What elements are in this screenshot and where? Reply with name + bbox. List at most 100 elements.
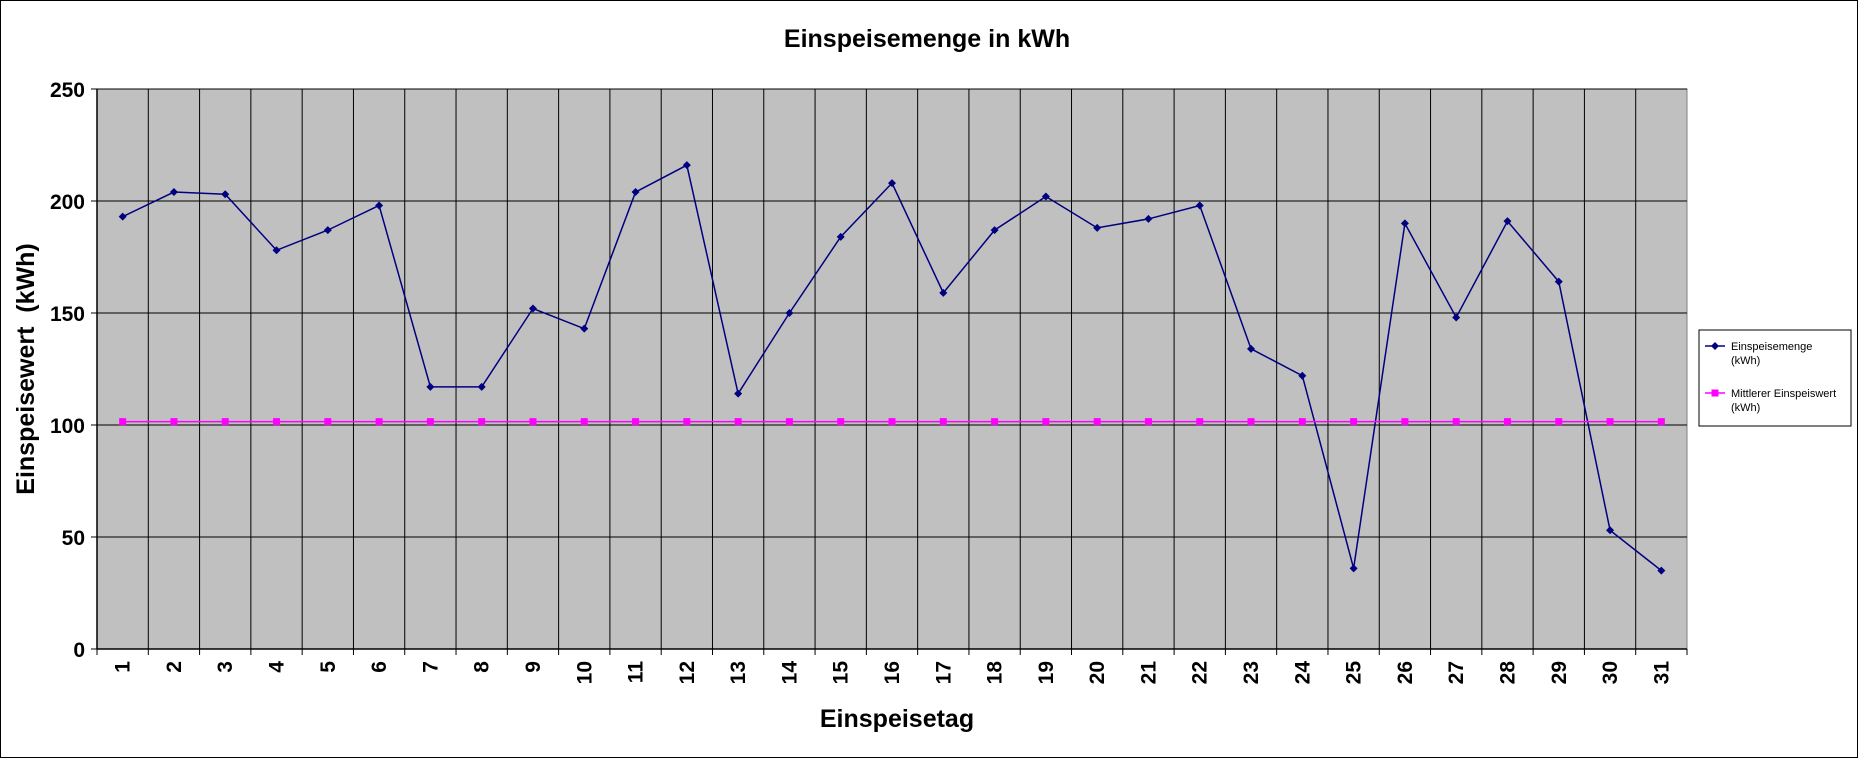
y-tick-label: 200 (50, 191, 85, 214)
x-tick-label: 24 (1291, 661, 1314, 685)
data-point-einspeisemenge (631, 188, 640, 197)
data-point-einspeisemenge (1503, 217, 1512, 226)
data-point-mittlerer (324, 418, 332, 426)
data-point-einspeisemenge (990, 226, 999, 235)
data-point-einspeisemenge (426, 382, 435, 391)
data-point-einspeisemenge (939, 288, 948, 297)
legend-label-mittlerer: Mittlerer Einspeiswert (1731, 388, 1836, 400)
data-point-mittlerer (1452, 418, 1460, 426)
data-point-mittlerer (837, 418, 845, 426)
data-point-mittlerer (683, 418, 691, 426)
data-point-einspeisemenge (272, 246, 281, 255)
data-point-einspeisemenge (1349, 564, 1358, 573)
series-layer (118, 161, 1666, 575)
data-point-mittlerer (632, 418, 640, 426)
x-tick-label: 1 (112, 661, 135, 673)
data-point-mittlerer (119, 418, 127, 426)
x-tick-label: 10 (573, 661, 596, 684)
data-point-einspeisemenge (1195, 201, 1204, 210)
x-tick-label: 14 (778, 661, 801, 685)
data-point-einspeisemenge (1093, 223, 1102, 232)
x-tick-label: 6 (368, 661, 391, 673)
x-tick-label: 12 (676, 661, 699, 684)
x-tick-label: 3 (214, 661, 237, 673)
x-tick-label: 5 (317, 661, 340, 673)
x-tick-label: 26 (1394, 661, 1417, 684)
data-point-einspeisemenge (1606, 526, 1615, 535)
legend-marker-mittlerer (1711, 389, 1719, 397)
data-point-einspeisemenge (734, 389, 743, 398)
data-point-mittlerer (991, 418, 999, 426)
x-tick-label: 13 (727, 661, 750, 684)
data-point-mittlerer (1606, 418, 1614, 426)
legend-label-einspeisemenge: Einspeisemenge (1731, 341, 1812, 353)
legend-box (1698, 329, 1852, 427)
data-point-mittlerer (1247, 418, 1255, 426)
data-point-einspeisemenge (785, 309, 794, 317)
data-point-mittlerer (1555, 418, 1563, 426)
data-point-einspeisemenge (1298, 371, 1307, 380)
data-point-einspeisemenge (323, 226, 332, 235)
x-tick-label: 27 (1445, 661, 1468, 684)
x-axis-label: Einspeisetag (820, 705, 974, 733)
data-point-mittlerer (1093, 418, 1101, 426)
data-point-einspeisemenge (221, 190, 230, 199)
y-tick-label: 0 (73, 639, 85, 662)
x-tick-label: 28 (1496, 661, 1519, 685)
data-point-einspeisemenge (375, 201, 384, 210)
legend-label-einspeisemenge-unit: (kWh) (1731, 355, 1760, 367)
data-point-mittlerer (785, 418, 793, 426)
legend: Einspeisemenge (kWh) Mittlerer Einspeisw… (1698, 329, 1852, 427)
x-tick-label: 19 (1035, 661, 1058, 684)
x-tick-label: 9 (522, 661, 545, 673)
x-tick-label: 29 (1548, 661, 1571, 684)
data-point-mittlerer (1401, 418, 1409, 426)
data-point-mittlerer (1350, 418, 1358, 426)
y-tick-label: 50 (62, 527, 85, 550)
x-tick-label: 23 (1240, 661, 1263, 684)
chart-title: Einspeisemenge in kWh (784, 25, 1070, 53)
data-point-mittlerer (1657, 418, 1665, 426)
data-point-einspeisemenge (682, 161, 691, 170)
x-tick-label: 17 (932, 661, 955, 684)
x-tick-label: 31 (1650, 661, 1673, 685)
x-tick-label: 30 (1599, 661, 1622, 684)
data-point-einspeisemenge (836, 232, 845, 241)
data-point-einspeisemenge (477, 382, 486, 391)
x-tick-label: 4 (266, 661, 289, 673)
data-point-einspeisemenge (1452, 313, 1461, 322)
data-point-einspeisemenge (1144, 214, 1153, 223)
x-tick-label: 11 (625, 661, 648, 684)
data-point-einspeisemenge (1554, 277, 1563, 286)
x-tick-label: 18 (984, 661, 1007, 685)
data-point-mittlerer (375, 418, 383, 426)
data-point-einspeisemenge (1657, 566, 1666, 575)
data-point-mittlerer (888, 418, 896, 426)
data-point-einspeisemenge (1400, 219, 1409, 228)
x-tick-label: 25 (1343, 661, 1366, 685)
x-tick-label: 22 (1189, 661, 1212, 684)
data-point-mittlerer (1042, 418, 1050, 426)
data-point-mittlerer (580, 418, 588, 426)
legend-label-mittlerer-unit: (kWh) (1731, 402, 1760, 414)
data-point-mittlerer (1196, 418, 1204, 426)
x-tick-label: 15 (830, 661, 853, 685)
data-point-mittlerer (529, 418, 537, 426)
data-point-mittlerer (478, 418, 486, 426)
data-point-mittlerer (426, 418, 434, 426)
y-tick-label: 150 (50, 303, 85, 326)
data-point-mittlerer (273, 418, 281, 426)
y-tick-label: 250 (50, 79, 85, 102)
x-tick-label: 16 (881, 661, 904, 684)
data-point-einspeisemenge (118, 212, 127, 221)
data-point-einspeisemenge (1041, 192, 1050, 201)
x-tick-label: 20 (1086, 661, 1109, 684)
data-point-einspeisemenge (528, 304, 537, 313)
y-axis-label: Einspeisewert (kWh) (12, 243, 40, 494)
data-point-mittlerer (1503, 418, 1511, 426)
plot-area (96, 88, 1688, 650)
x-tick-label: 21 (1137, 661, 1160, 685)
